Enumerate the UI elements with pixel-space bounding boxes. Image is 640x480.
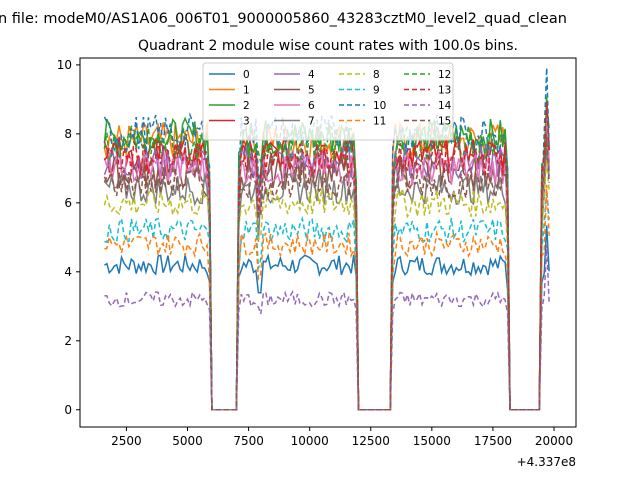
axis-ticks: 2500 5000 7500 10000 12500 15000 17500 20000 0 2 4… (57, 58, 573, 448)
legend-label: 4 (308, 69, 315, 81)
series-0-line (104, 225, 550, 411)
series-12-line (103, 96, 550, 411)
y-tick-label: 6 (64, 196, 72, 210)
legend-box (202, 62, 454, 141)
legend-label: 11 (373, 116, 386, 128)
series-11-line (104, 184, 550, 411)
legend-label: 10 (373, 100, 386, 112)
y-tick-label: 0 (64, 403, 72, 417)
x-tick-label: 10000 (291, 434, 329, 448)
y-tick-label: 2 (64, 334, 72, 348)
series-13-line (103, 102, 550, 411)
x-tick-label: 12500 (352, 434, 390, 448)
x-tick-label: 15000 (413, 434, 451, 448)
axes-frame (79, 57, 577, 428)
legend-label: 14 (438, 100, 452, 112)
legend-label: 0 (243, 69, 250, 81)
y-tick-label: 8 (64, 127, 72, 141)
legend-label: 3 (243, 116, 250, 128)
legend-label: 1 (243, 85, 250, 97)
legend-label: 2 (243, 100, 250, 112)
x-tick-label: 5000 (172, 434, 203, 448)
y-tick-label: 4 (64, 265, 72, 279)
legend-label: 12 (438, 69, 451, 81)
legend-label: 5 (308, 85, 315, 97)
y-tick-label: 10 (57, 58, 72, 72)
legend-label: 6 (308, 100, 315, 112)
legend-label: 8 (373, 69, 380, 81)
series-6-line (103, 114, 550, 411)
series-8-line (103, 158, 550, 411)
figure-suptitle: n file: modeM0/AS1A06_006T01_9000005860_… (0, 11, 567, 27)
x-tick-label: 17500 (474, 434, 512, 448)
legend-label: 15 (438, 116, 451, 128)
x-tick-label: 7500 (233, 434, 264, 448)
chart-title: Quadrant 2 module wise count rates with … (138, 38, 518, 54)
legend-label: 13 (438, 85, 451, 97)
x-tick-label: 2500 (111, 434, 142, 448)
plot-area (103, 67, 550, 411)
legend-label: 7 (308, 116, 315, 128)
x-tick-label: 20000 (535, 434, 573, 448)
series-9-line (104, 190, 550, 411)
series-14-line (104, 244, 550, 411)
x-offset-label: +4.337e8 (517, 455, 576, 469)
legend-label: 9 (373, 85, 380, 97)
